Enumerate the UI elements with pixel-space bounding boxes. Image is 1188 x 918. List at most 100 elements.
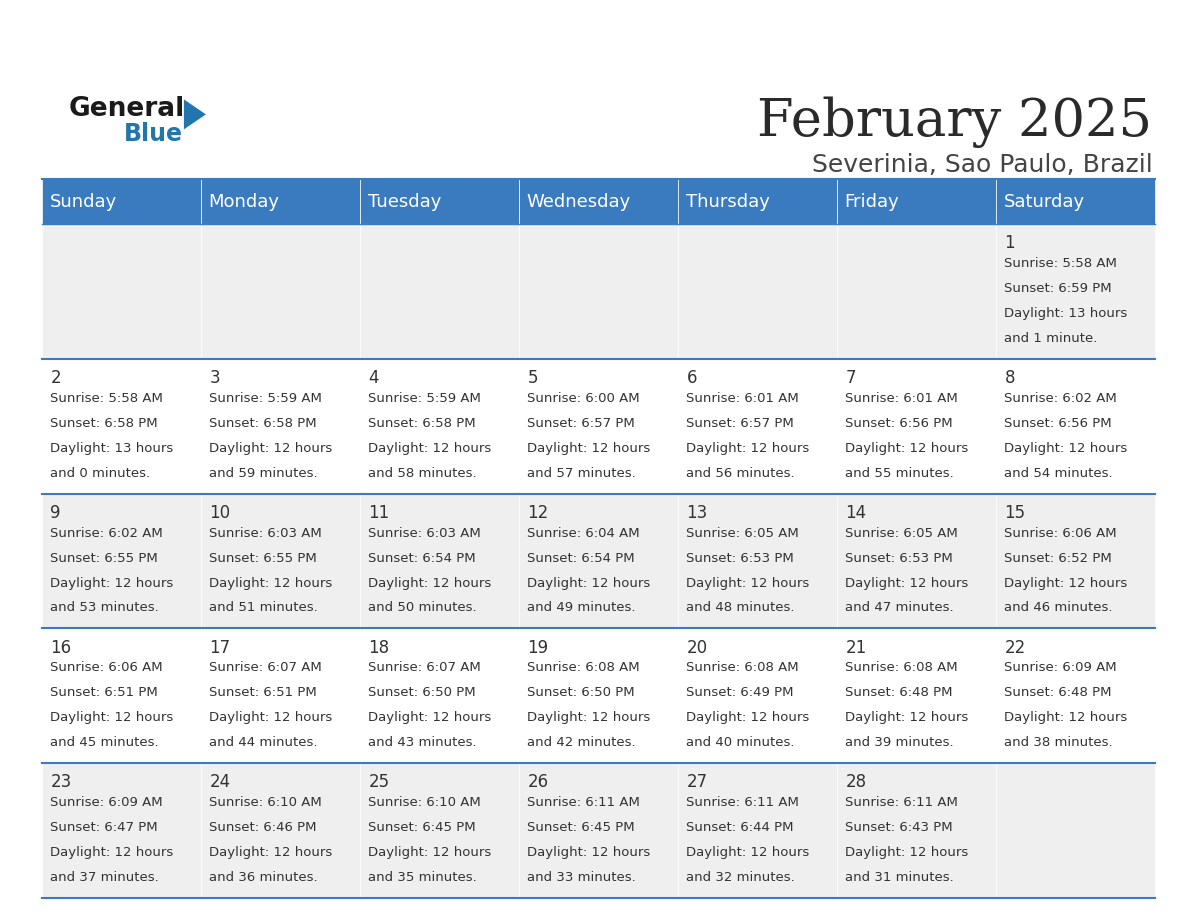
Text: Sunrise: 6:11 AM: Sunrise: 6:11 AM: [687, 796, 800, 809]
Bar: [677, 179, 836, 224]
Text: and 33 minutes.: and 33 minutes.: [527, 871, 636, 884]
Text: Daylight: 12 hours: Daylight: 12 hours: [368, 711, 492, 724]
Bar: [42, 224, 201, 359]
Text: and 46 minutes.: and 46 minutes.: [1005, 601, 1113, 614]
Text: Sunset: 6:58 PM: Sunset: 6:58 PM: [368, 417, 476, 430]
Text: Sunset: 6:53 PM: Sunset: 6:53 PM: [846, 552, 953, 565]
Bar: [677, 359, 836, 494]
Text: 26: 26: [527, 773, 549, 791]
Text: Sunset: 6:48 PM: Sunset: 6:48 PM: [846, 687, 953, 700]
Text: Sunset: 6:59 PM: Sunset: 6:59 PM: [1005, 282, 1112, 296]
Text: Sunrise: 6:02 AM: Sunrise: 6:02 AM: [50, 527, 163, 540]
Text: Sunset: 6:54 PM: Sunset: 6:54 PM: [527, 552, 636, 565]
Text: 13: 13: [687, 504, 708, 521]
Text: Daylight: 13 hours: Daylight: 13 hours: [50, 442, 173, 454]
Text: Sunset: 6:51 PM: Sunset: 6:51 PM: [50, 687, 158, 700]
Text: 20: 20: [687, 639, 708, 656]
Bar: [836, 494, 996, 629]
Text: Sunset: 6:55 PM: Sunset: 6:55 PM: [209, 552, 317, 565]
Bar: [201, 494, 360, 629]
Text: Daylight: 12 hours: Daylight: 12 hours: [50, 846, 173, 859]
Text: 10: 10: [209, 504, 230, 521]
Bar: [201, 359, 360, 494]
Text: and 44 minutes.: and 44 minutes.: [209, 736, 318, 749]
Text: 7: 7: [846, 369, 855, 387]
Text: Sunset: 6:56 PM: Sunset: 6:56 PM: [846, 417, 953, 430]
Text: February 2025: February 2025: [757, 96, 1152, 148]
Bar: [42, 494, 201, 629]
Text: Daylight: 12 hours: Daylight: 12 hours: [209, 711, 333, 724]
Text: Sunrise: 6:06 AM: Sunrise: 6:06 AM: [1005, 527, 1117, 540]
Text: 14: 14: [846, 504, 866, 521]
Text: Sunset: 6:44 PM: Sunset: 6:44 PM: [687, 821, 794, 834]
Text: Daylight: 12 hours: Daylight: 12 hours: [1005, 577, 1127, 589]
Text: 1: 1: [1005, 234, 1015, 252]
Text: Sunrise: 6:09 AM: Sunrise: 6:09 AM: [50, 796, 163, 809]
Bar: [360, 359, 519, 494]
Text: 19: 19: [527, 639, 549, 656]
Text: and 50 minutes.: and 50 minutes.: [368, 601, 478, 614]
Text: Sunset: 6:58 PM: Sunset: 6:58 PM: [50, 417, 158, 430]
Text: and 53 minutes.: and 53 minutes.: [50, 601, 159, 614]
Bar: [201, 224, 360, 359]
Text: Daylight: 12 hours: Daylight: 12 hours: [687, 577, 810, 589]
Text: Sunset: 6:49 PM: Sunset: 6:49 PM: [687, 687, 794, 700]
Text: Sunrise: 5:58 AM: Sunrise: 5:58 AM: [1005, 257, 1118, 270]
Text: Sunset: 6:58 PM: Sunset: 6:58 PM: [209, 417, 317, 430]
Bar: [996, 629, 1155, 763]
Text: and 31 minutes.: and 31 minutes.: [846, 871, 954, 884]
Bar: [677, 494, 836, 629]
Bar: [360, 629, 519, 763]
Text: Sunset: 6:56 PM: Sunset: 6:56 PM: [1005, 417, 1112, 430]
Text: and 45 minutes.: and 45 minutes.: [50, 736, 159, 749]
Text: 24: 24: [209, 773, 230, 791]
Text: 28: 28: [846, 773, 866, 791]
Text: Blue: Blue: [124, 122, 183, 146]
Text: 15: 15: [1005, 504, 1025, 521]
Text: Daylight: 12 hours: Daylight: 12 hours: [1005, 711, 1127, 724]
Text: Daylight: 12 hours: Daylight: 12 hours: [368, 577, 492, 589]
Bar: [677, 763, 836, 898]
Text: Sunrise: 6:03 AM: Sunrise: 6:03 AM: [368, 527, 481, 540]
Text: Daylight: 12 hours: Daylight: 12 hours: [687, 846, 810, 859]
Text: Daylight: 12 hours: Daylight: 12 hours: [687, 442, 810, 454]
Text: 6: 6: [687, 369, 697, 387]
Text: Daylight: 12 hours: Daylight: 12 hours: [50, 711, 173, 724]
Text: Sunrise: 6:01 AM: Sunrise: 6:01 AM: [687, 392, 800, 405]
Text: 3: 3: [209, 369, 220, 387]
Text: and 47 minutes.: and 47 minutes.: [846, 601, 954, 614]
Text: Daylight: 12 hours: Daylight: 12 hours: [368, 442, 492, 454]
Text: Sunset: 6:48 PM: Sunset: 6:48 PM: [1005, 687, 1112, 700]
Text: 22: 22: [1005, 639, 1025, 656]
Text: Saturday: Saturday: [1004, 193, 1085, 210]
Bar: [677, 224, 836, 359]
Bar: [360, 763, 519, 898]
Text: and 42 minutes.: and 42 minutes.: [527, 736, 636, 749]
Text: and 40 minutes.: and 40 minutes.: [687, 736, 795, 749]
Bar: [996, 763, 1155, 898]
Text: Sunrise: 6:07 AM: Sunrise: 6:07 AM: [209, 661, 322, 675]
Text: and 55 minutes.: and 55 minutes.: [846, 466, 954, 480]
Bar: [519, 629, 677, 763]
Bar: [519, 224, 677, 359]
Bar: [360, 179, 519, 224]
Bar: [836, 224, 996, 359]
Text: 8: 8: [1005, 369, 1015, 387]
Bar: [360, 224, 519, 359]
Bar: [996, 494, 1155, 629]
Text: Daylight: 12 hours: Daylight: 12 hours: [527, 711, 651, 724]
Text: 4: 4: [368, 369, 379, 387]
Text: Sunrise: 6:08 AM: Sunrise: 6:08 AM: [846, 661, 958, 675]
Bar: [519, 494, 677, 629]
Text: Sunrise: 6:08 AM: Sunrise: 6:08 AM: [687, 661, 800, 675]
Text: Daylight: 12 hours: Daylight: 12 hours: [846, 442, 968, 454]
Text: Daylight: 12 hours: Daylight: 12 hours: [209, 846, 333, 859]
Text: Sunset: 6:45 PM: Sunset: 6:45 PM: [368, 821, 476, 834]
Text: Daylight: 12 hours: Daylight: 12 hours: [209, 577, 333, 589]
Text: Sunrise: 6:10 AM: Sunrise: 6:10 AM: [368, 796, 481, 809]
Text: and 39 minutes.: and 39 minutes.: [846, 736, 954, 749]
Text: Sunrise: 6:05 AM: Sunrise: 6:05 AM: [846, 527, 959, 540]
Polygon shape: [184, 99, 206, 129]
Text: Daylight: 12 hours: Daylight: 12 hours: [846, 711, 968, 724]
Text: Sunset: 6:43 PM: Sunset: 6:43 PM: [846, 821, 953, 834]
